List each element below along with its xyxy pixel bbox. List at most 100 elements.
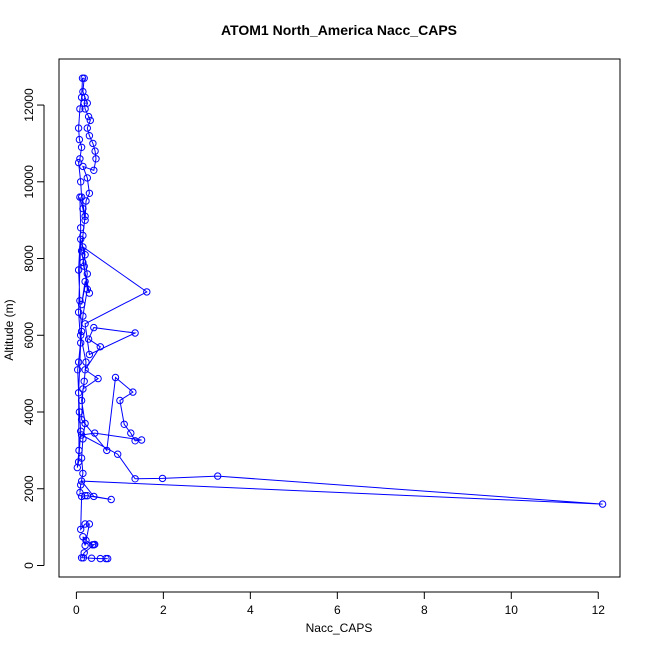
data-point	[74, 124, 83, 132]
data-point	[91, 147, 99, 155]
data-point	[85, 520, 94, 528]
chart-title: ATOM1 North_America Nacc_CAPS	[221, 22, 457, 38]
data-point	[81, 277, 89, 286]
data-point	[83, 124, 92, 132]
data-point	[85, 132, 94, 140]
axes: 0 2 4 6 8 10 12 0 2000 4000 6000 8000 10000 12000	[22, 88, 605, 617]
data-point	[129, 388, 137, 396]
data-point	[87, 554, 96, 562]
data-point	[77, 427, 85, 435]
data-point	[76, 297, 84, 305]
data-point	[143, 288, 151, 296]
x-tick-label: 2	[160, 603, 167, 617]
x-tick-label: 10	[505, 603, 519, 617]
data-point	[107, 495, 115, 504]
data-point	[77, 396, 86, 405]
data-point	[131, 329, 139, 337]
data-series	[73, 74, 607, 563]
data-point	[79, 385, 87, 393]
y-tick-label: 12000	[22, 88, 36, 122]
data-point	[74, 358, 83, 366]
data-point	[90, 492, 98, 501]
plot-area-frame	[58, 58, 621, 578]
y-tick-label: 8000	[22, 245, 36, 272]
data-point	[94, 374, 102, 383]
data-point	[116, 396, 124, 405]
series-line	[76, 77, 603, 560]
x-tick-label: 8	[421, 603, 428, 617]
y-tick-label: 0	[22, 562, 36, 569]
data-point	[75, 446, 83, 455]
data-point	[84, 335, 93, 343]
data-point	[83, 270, 92, 278]
data-point	[79, 435, 87, 443]
data-point	[81, 320, 89, 328]
data-point	[131, 475, 139, 483]
data-point	[77, 454, 86, 462]
data-point	[74, 366, 82, 374]
data-point	[77, 143, 86, 152]
data-point	[120, 420, 128, 428]
data-point	[77, 247, 86, 255]
y-tick-label: 6000	[22, 322, 36, 349]
y-tick-label: 4000	[22, 398, 36, 425]
data-point	[96, 554, 105, 563]
data-point	[90, 166, 98, 175]
data-point	[77, 481, 85, 489]
data-point	[77, 300, 86, 309]
x-tick-label: 4	[247, 603, 254, 617]
data-point	[77, 193, 86, 201]
data-point	[83, 174, 92, 182]
data-point	[76, 105, 84, 113]
data-point	[79, 258, 87, 267]
y-tick-label: 2000	[22, 475, 36, 502]
data-point	[77, 339, 85, 347]
x-tick-label: 6	[334, 603, 341, 617]
data-point	[76, 488, 84, 497]
data-point	[77, 477, 86, 485]
y-axis-label: Altitude (m)	[2, 299, 16, 360]
data-point	[84, 112, 93, 121]
data-point	[77, 525, 85, 534]
data-point	[74, 158, 83, 167]
data-point	[96, 343, 105, 351]
data-point	[77, 327, 86, 336]
x-axis-label: Nacc_CAPS	[306, 621, 373, 635]
data-point	[74, 389, 83, 397]
data-point	[214, 472, 222, 480]
data-point	[75, 135, 84, 144]
data-point	[74, 308, 83, 316]
data-point	[88, 541, 97, 549]
data-point	[81, 520, 89, 528]
data-point	[131, 437, 139, 445]
data-point	[77, 331, 85, 339]
data-point	[82, 358, 90, 366]
data-point	[76, 155, 84, 163]
data-point	[91, 429, 99, 437]
data-point	[598, 500, 607, 508]
data-point	[79, 231, 87, 240]
data-point	[79, 204, 87, 213]
data-point	[83, 285, 92, 293]
data-point	[127, 429, 135, 437]
data-point	[80, 262, 88, 270]
data-point	[81, 419, 89, 428]
data-point	[111, 373, 120, 382]
data-point	[79, 469, 87, 478]
data-point	[114, 450, 122, 458]
y-tick-label: 10000	[22, 165, 36, 199]
data-point	[77, 224, 85, 232]
data-point	[85, 350, 94, 359]
data-point	[104, 554, 112, 563]
data-point	[81, 366, 89, 374]
data-point	[86, 116, 95, 125]
data-point	[74, 266, 83, 274]
data-point	[77, 492, 86, 501]
data-point	[90, 323, 98, 332]
data-point	[80, 549, 88, 557]
data-point	[79, 312, 87, 320]
data-point	[77, 178, 85, 186]
data-point	[85, 189, 94, 198]
